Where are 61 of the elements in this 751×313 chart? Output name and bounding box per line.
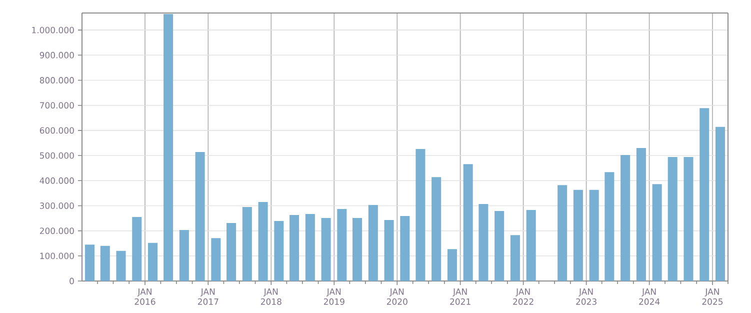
bar (573, 190, 583, 281)
bar (432, 177, 442, 281)
x-tick-label: JAN 2021 (450, 288, 470, 305)
bar (132, 217, 142, 281)
bar (116, 250, 126, 281)
bar (148, 242, 158, 281)
bar (684, 157, 694, 281)
bar (668, 157, 678, 281)
bar (258, 202, 268, 281)
x-tick-label: JAN 2023 (576, 288, 596, 305)
x-tick-label: JAN 2018 (260, 288, 282, 305)
bar (416, 149, 426, 281)
bar (700, 108, 710, 281)
x-tick-label: JAN 2016 (134, 288, 156, 305)
y-tick-label: 700.000 (40, 102, 74, 109)
bar (290, 215, 300, 281)
y-tick-label: 400.000 (40, 177, 74, 184)
bar (510, 235, 520, 281)
bar (195, 152, 205, 281)
bar (384, 220, 394, 281)
bar (337, 208, 347, 281)
bar (352, 218, 362, 281)
bar (652, 184, 662, 281)
y-tick-label: 100.000 (40, 252, 74, 260)
bar (636, 148, 646, 281)
x-tick-label: JAN 2024 (639, 288, 660, 305)
y-tick-label: 200.000 (40, 228, 74, 234)
bar (478, 204, 488, 281)
y-tick-label: 600.000 (40, 127, 74, 134)
bar (164, 14, 174, 281)
x-tick-label: JAN 2019 (324, 288, 344, 305)
y-tick-label: 0 (70, 278, 74, 284)
bar (715, 126, 726, 281)
y-tick-label: 1.000.000 (32, 26, 74, 34)
bar (463, 164, 473, 281)
y-tick-label: 300.000 (40, 202, 74, 209)
bar (400, 216, 410, 281)
bar (274, 221, 284, 281)
bar (604, 172, 614, 281)
x-tick-label: JAN 2017 (198, 288, 218, 305)
bar (211, 238, 221, 281)
bar (85, 244, 95, 281)
bar (179, 230, 189, 281)
bar (620, 155, 630, 281)
y-tick-label: 900.000 (40, 52, 74, 58)
bar (305, 214, 315, 281)
bar (242, 206, 252, 281)
x-tick-label: JAN 2020 (386, 288, 408, 305)
x-tick-label: JAN 2022 (513, 288, 534, 305)
y-tick-label: 800.000 (40, 77, 74, 84)
bar (494, 210, 504, 281)
bar (321, 218, 331, 281)
bar (526, 210, 536, 281)
bar (558, 185, 568, 281)
bar (589, 190, 599, 281)
y-tick-label: 500.000 (40, 152, 74, 159)
bar (226, 223, 236, 281)
bar (368, 204, 378, 281)
bar (100, 246, 110, 281)
bar (447, 249, 457, 281)
x-tick-label: JAN 2025 (702, 288, 723, 305)
